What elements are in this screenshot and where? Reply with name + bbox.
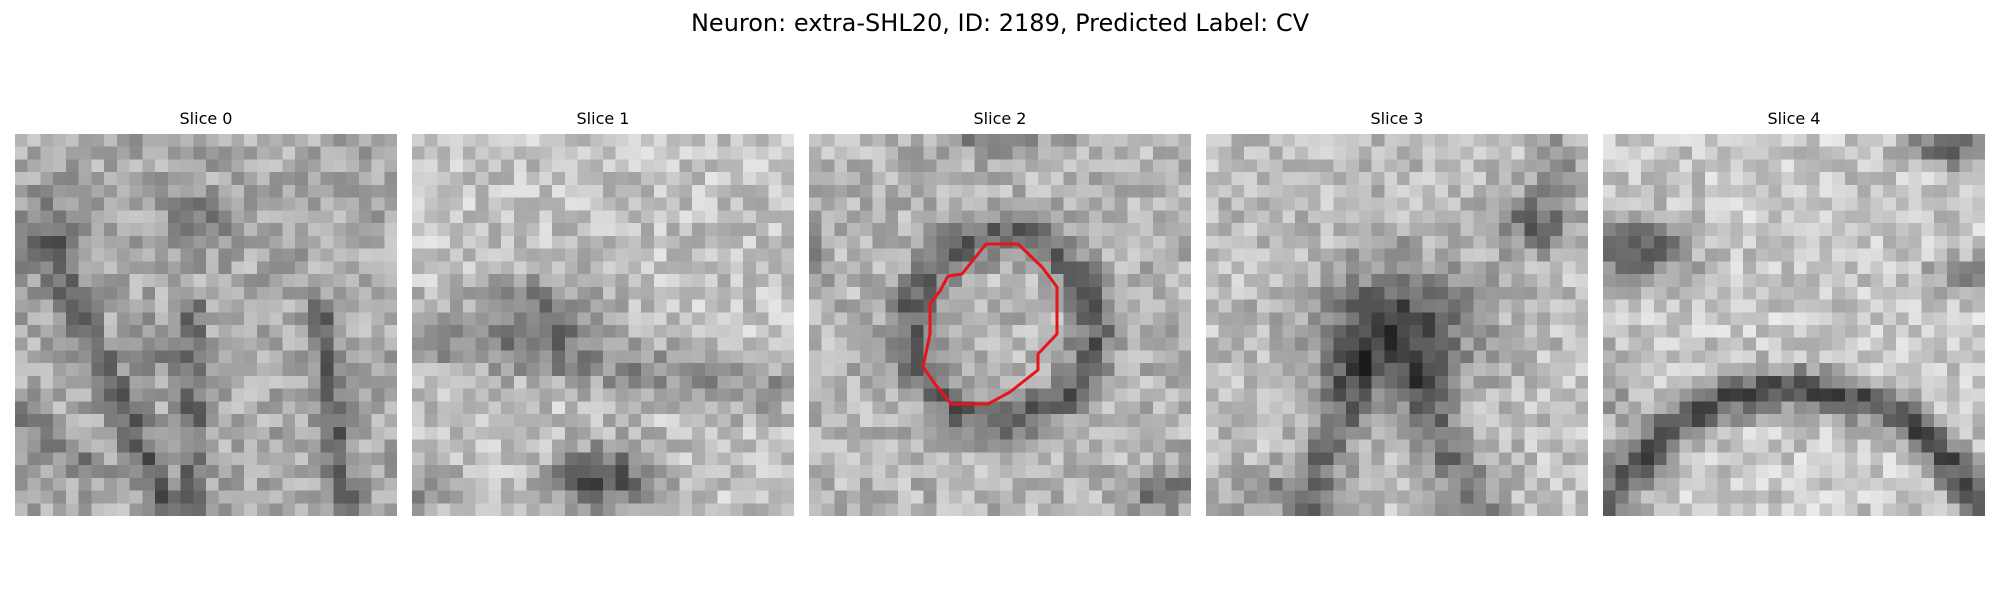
slice-panel-2: Slice 2 xyxy=(809,106,1191,516)
slice-title: Slice 4 xyxy=(1767,109,1821,128)
segmentation-contour xyxy=(921,242,1059,406)
slice-panel-3: Slice 3 xyxy=(1206,106,1588,516)
slice-title: Slice 3 xyxy=(1370,109,1424,128)
slice-title: Slice 2 xyxy=(973,109,1027,128)
figure-title: Neuron: extra-SHL20, ID: 2189, Predicted… xyxy=(690,9,1310,37)
slice-image-2 xyxy=(809,134,1191,516)
slice-panel-4: Slice 4 xyxy=(1603,106,1985,516)
slice-image-1 xyxy=(412,134,794,516)
slice-image-4 xyxy=(1603,134,1985,516)
slice-panel-1: Slice 1 xyxy=(412,106,794,516)
slice-image-0 xyxy=(15,134,397,516)
slice-title: Slice 1 xyxy=(576,109,630,128)
slice-image-3 xyxy=(1206,134,1588,516)
slice-panel-0: Slice 0 xyxy=(15,106,397,516)
slice-title: Slice 0 xyxy=(179,109,233,128)
